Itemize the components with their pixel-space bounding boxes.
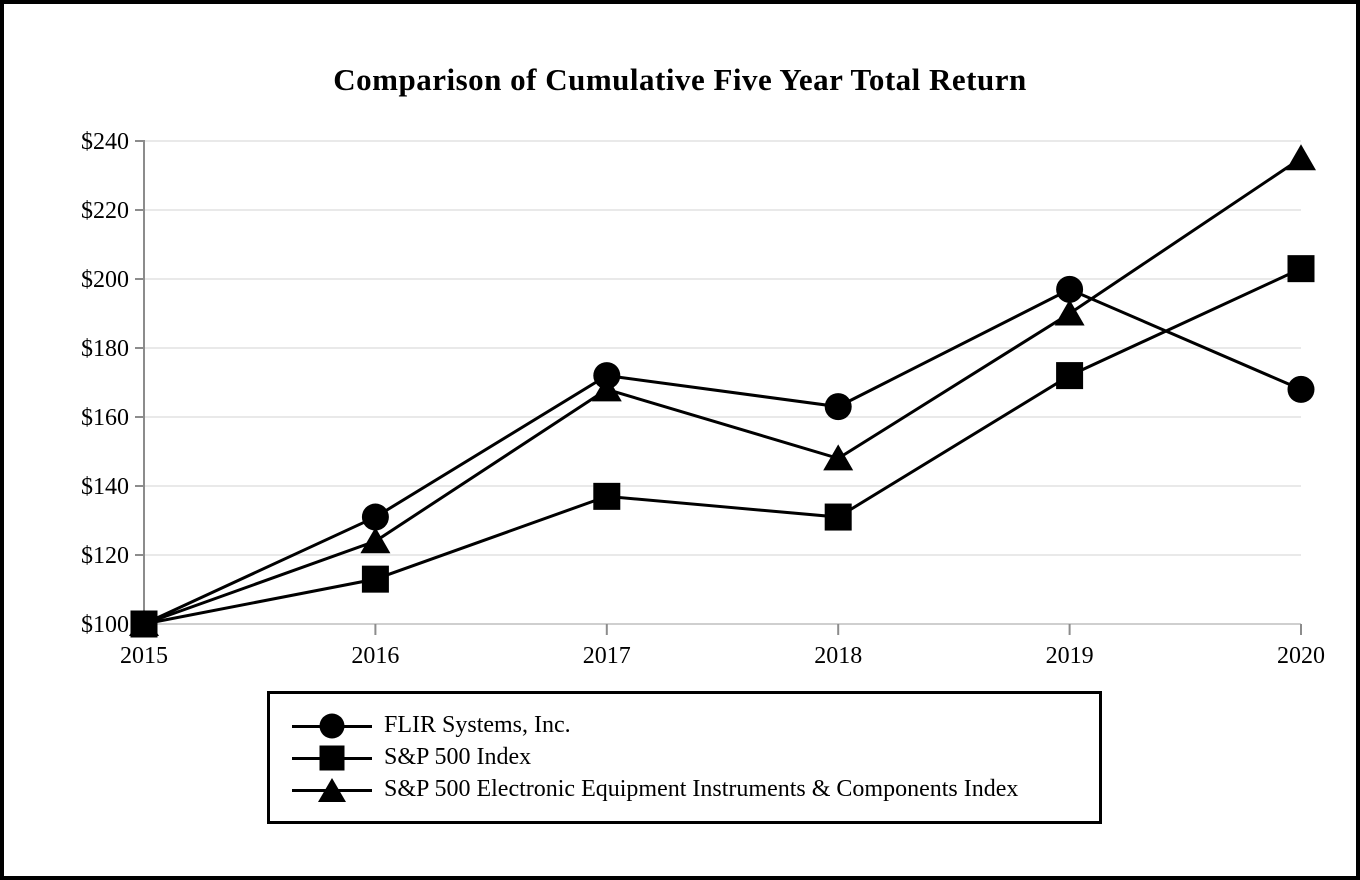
series-line-1 xyxy=(143,267,1302,626)
legend-marker-cell xyxy=(292,743,384,773)
legend-marker-cell xyxy=(292,775,384,805)
legend-label: S&P 500 Electronic Equipment Instruments… xyxy=(384,776,1019,802)
x-tick-label: 2016 xyxy=(351,643,399,669)
data-marker-triangle xyxy=(591,375,622,402)
data-marker-triangle xyxy=(360,527,391,554)
chart-title: Comparison of Cumulative Five Year Total… xyxy=(333,62,1027,97)
data-marker-circle xyxy=(824,393,852,421)
triangle-marker-icon xyxy=(318,777,346,802)
data-marker-triangle xyxy=(1054,299,1085,326)
y-tick-label: $120 xyxy=(81,543,129,569)
x-tick-label: 2017 xyxy=(583,643,631,669)
x-tick-label: 2020 xyxy=(1277,643,1325,669)
legend-label: S&P 500 Index xyxy=(384,744,532,770)
series-line-0 xyxy=(143,287,1302,626)
data-marker-circle xyxy=(361,503,389,531)
x-tick-label: 2015 xyxy=(120,643,168,669)
legend-item: S&P 500 Electronic Equipment Instruments… xyxy=(292,775,1099,805)
circle-marker-icon xyxy=(319,713,345,738)
data-marker-circle xyxy=(1056,275,1084,303)
data-marker-square xyxy=(824,503,852,531)
y-tick-label: $100 xyxy=(81,612,129,638)
data-marker-square xyxy=(361,565,389,593)
data-marker-triangle xyxy=(1286,144,1316,171)
y-tick-label: $140 xyxy=(81,474,129,500)
legend-marker-cell xyxy=(292,711,384,741)
data-marker-square xyxy=(1056,362,1084,390)
square-marker-icon xyxy=(319,745,345,770)
y-tick-label: $180 xyxy=(81,336,129,362)
data-marker-triangle xyxy=(823,444,854,471)
series-line-2 xyxy=(143,157,1302,626)
legend-item: S&P 500 Index xyxy=(292,743,1099,773)
legend-label: FLIR Systems, Inc. xyxy=(384,712,571,738)
x-tick-label: 2019 xyxy=(1046,643,1094,669)
data-marker-circle xyxy=(1287,375,1315,403)
y-tick-label: $160 xyxy=(81,405,129,431)
y-tick-label: $220 xyxy=(81,198,129,224)
data-marker-square xyxy=(593,482,621,510)
x-tick-label: 2018 xyxy=(814,643,862,669)
legend-item: FLIR Systems, Inc. xyxy=(292,711,1099,741)
y-tick-label: $200 xyxy=(81,267,129,293)
plot-area: $100 $120 $140 $160 $180 $200 $220 $240 2015 2016… xyxy=(81,129,1325,669)
y-tick-label: $240 xyxy=(81,129,129,155)
data-marker-square xyxy=(1287,255,1315,283)
legend: FLIR Systems, Inc. S&P 500 Index S&P 500… xyxy=(267,691,1102,824)
data-marker-square xyxy=(130,610,158,638)
